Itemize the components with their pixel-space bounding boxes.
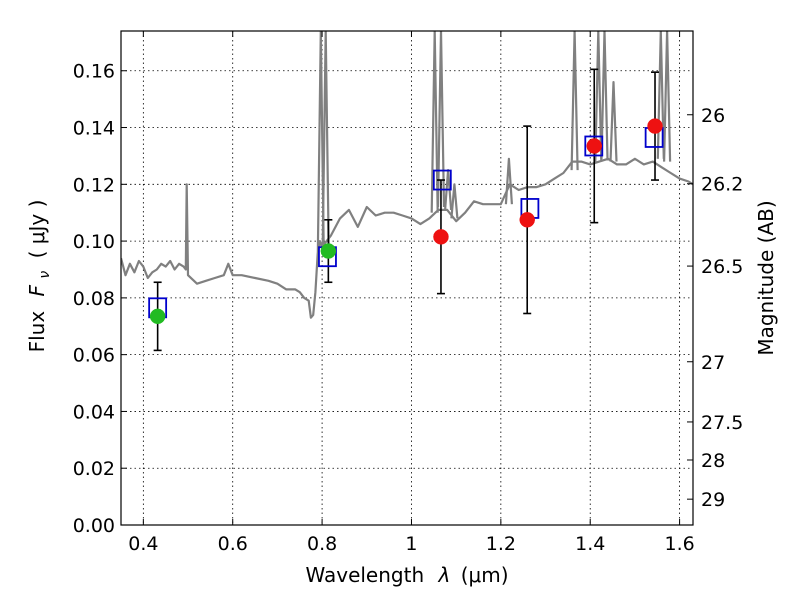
- axis-labels: Wavelength λ (μm) Flux F ν ( μJy ) Magni…: [25, 200, 778, 587]
- emission-line-spike: [321, 31, 330, 247]
- observed-point: [433, 229, 449, 245]
- observed-point: [586, 138, 602, 154]
- x-tick-label: 0.4: [128, 533, 158, 555]
- y2-tick-label: 26: [701, 105, 725, 127]
- y2-tick-label: 26.5: [701, 256, 743, 278]
- ticks: 0.4 0.6 0.8 1 1.2 1.4 1.6 0.00 0.02 0.04 0.06 0.08 0…: [73, 31, 743, 555]
- y-axis-symbol: F: [25, 284, 49, 296]
- emission-line-spike: [430, 31, 439, 213]
- emission-line-spike: [436, 31, 446, 208]
- x-tick-label: 1.6: [664, 533, 694, 555]
- y-axis-label-text: Flux: [25, 311, 49, 353]
- y-tick-label: 0.04: [73, 401, 115, 423]
- x-tick-label: 1.4: [575, 533, 605, 555]
- x-axis-label-text: Wavelength: [305, 563, 424, 587]
- x-axis-unit: (μm): [461, 563, 509, 587]
- y-axis-symbol-sub: ν: [37, 271, 53, 279]
- y-tick-label: 0.02: [73, 458, 115, 480]
- y-tick-label: 0.08: [73, 288, 115, 310]
- emission-line-spike: [570, 31, 579, 171]
- y2-tick-label: 27.5: [701, 412, 743, 434]
- observed-point: [149, 308, 166, 325]
- y-tick-label: 0.12: [73, 174, 115, 196]
- model-photometry-square: [432, 169, 452, 191]
- x-tick-label: 0.8: [307, 533, 337, 555]
- data-layer: [121, 31, 693, 352]
- emission-line-spike: [663, 31, 672, 162]
- x-tick-label: 0.6: [218, 533, 248, 555]
- observed-point: [647, 118, 663, 134]
- y-axis-unit: ( μJy ): [25, 200, 49, 259]
- y2-tick-label: 28: [701, 450, 725, 472]
- emission-line-spike: [600, 31, 609, 159]
- emission-line-spike: [656, 31, 665, 159]
- y-tick-label: 0.06: [73, 345, 115, 367]
- x-tick-label: 1: [405, 533, 417, 555]
- y2-tick-label: 29: [701, 489, 725, 511]
- y2-tick-label: 26.2: [701, 174, 743, 196]
- y2-tick-label: 27: [701, 352, 725, 374]
- y-tick-label: 0.00: [73, 515, 115, 537]
- observed-point: [320, 243, 337, 259]
- emission-line-spike: [594, 31, 603, 162]
- plot-frame: [120, 30, 694, 526]
- y-tick-label: 0.14: [73, 118, 115, 140]
- emission-line-spike: [504, 157, 513, 205]
- x-tick-label: 1.2: [486, 533, 516, 555]
- model-photometry-square: [584, 135, 604, 157]
- x-axis-label: Wavelength λ (μm): [305, 563, 508, 587]
- emission-line-spike: [450, 183, 459, 219]
- y2-axis-label: Magnitude (AB): [754, 200, 778, 355]
- spectrum-line: [121, 157, 693, 319]
- y-tick-label: 0.10: [73, 231, 115, 253]
- y-axis-label: Flux F ν ( μJy ): [25, 200, 54, 353]
- y-tick-label: 0.16: [73, 61, 115, 83]
- x-axis-symbol: λ: [438, 563, 451, 587]
- observed-point: [519, 212, 535, 228]
- emission-line-spike: [609, 81, 618, 162]
